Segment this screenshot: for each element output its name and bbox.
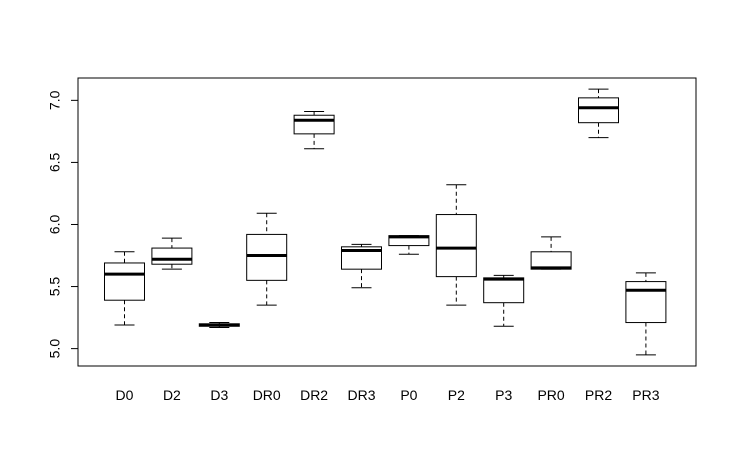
x-tick-label: DR0 xyxy=(253,387,281,403)
x-tick-label: D2 xyxy=(163,387,181,403)
x-tick-label: D3 xyxy=(210,387,228,403)
iqr-box xyxy=(293,114,335,135)
boxes-group xyxy=(104,88,667,356)
box-pr2 xyxy=(578,88,619,139)
box-dr2 xyxy=(293,111,335,150)
iqr-box xyxy=(341,246,382,270)
y-tick-label: 6.0 xyxy=(47,215,63,235)
x-tick-label: PR3 xyxy=(632,387,659,403)
x-axis: D0 D2 D3 DR0 DR2 DR3 P0 P2 P3 PR0 PR2 PR3 xyxy=(116,387,660,403)
box-p2 xyxy=(435,184,477,306)
box-p3 xyxy=(483,274,525,327)
x-tick-label: PR0 xyxy=(537,387,564,403)
y-tick-label: 6.5 xyxy=(47,152,63,172)
iqr-box xyxy=(483,277,525,304)
y-tick-label: 5.5 xyxy=(47,277,63,297)
box-pr0 xyxy=(530,236,572,270)
x-tick-label: P2 xyxy=(448,387,465,403)
iqr-box xyxy=(104,262,145,301)
box-d2 xyxy=(151,237,193,270)
x-tick-label: P3 xyxy=(495,387,512,403)
iqr-box xyxy=(578,97,619,124)
y-tick-label: 7.0 xyxy=(47,90,63,110)
x-tick-label: P0 xyxy=(400,387,417,403)
iqr-box xyxy=(246,233,288,281)
box-dr3 xyxy=(341,243,382,289)
x-tick-label: DR3 xyxy=(347,387,375,403)
box-d3 xyxy=(198,322,240,329)
y-axis: 5.0 5.5 6.0 6.5 7.0 xyxy=(47,90,79,359)
iqr-box xyxy=(625,281,667,324)
iqr-box xyxy=(435,214,477,278)
y-tick-label: 5.0 xyxy=(47,339,63,359)
x-tick-label: D0 xyxy=(116,387,134,403)
box-dr0 xyxy=(246,212,288,306)
box-d0 xyxy=(104,251,145,326)
iqr-box xyxy=(151,247,193,265)
box-pr3 xyxy=(625,272,667,356)
x-tick-label: PR2 xyxy=(585,387,612,403)
x-tick-label: DR2 xyxy=(300,387,328,403)
box-p0 xyxy=(388,235,430,255)
